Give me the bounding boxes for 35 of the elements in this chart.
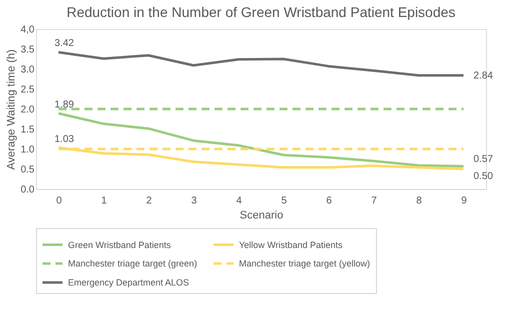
y-tick-label: 3.5 [20, 44, 35, 56]
data-label: 0.50 [474, 171, 494, 182]
legend-label: Green Wristband Patients [68, 240, 172, 250]
x-tick-label: 0 [56, 196, 62, 206]
legend-label: Manchester triage target (green) [68, 258, 198, 268]
line-series [57, 50, 465, 77]
data-label: 0.57 [474, 154, 494, 166]
y-tick-label: 1.0 [20, 144, 35, 156]
x-tick-label: 1 [101, 196, 108, 206]
y-tick-label: 0.5 [20, 164, 35, 176]
legend-label: Yellow Wristband Patients [239, 240, 344, 250]
y-tick-label: 2.0 [20, 104, 35, 116]
data-label: 3.42 [54, 38, 74, 50]
data-label: 1.89 [54, 99, 74, 110]
x-tick-label: 4 [236, 196, 242, 206]
x-tick-label: 2 [146, 196, 152, 206]
legend-label: Emergency Department ALOS [68, 278, 190, 288]
x-tick-label: 8 [416, 196, 422, 206]
x-tick-label: 7 [371, 196, 378, 206]
x-tick-label: 6 [326, 196, 332, 206]
chart-title: Reduction in the Number of Green Wristband Patient Episodes [66, 4, 456, 20]
y-tick-label: 1.5 [20, 124, 35, 136]
y-tick-label: 3.0 [20, 64, 35, 76]
y-tick-label: 0.0 [20, 184, 35, 196]
y-tick-label: 4,0 [20, 24, 35, 36]
data-label: 1.03 [54, 134, 74, 145]
x-axis-title: Scenario [240, 210, 284, 222]
y-tick-label: 2.5 [20, 84, 35, 96]
x-tick-label: 9 [461, 196, 468, 206]
x-tick-label: 3 [191, 196, 198, 206]
y-axis-title: Average Waiting time (h) [6, 49, 18, 170]
legend-label: Manchester triage target (yellow) [239, 258, 370, 268]
x-tick-label: 5 [281, 196, 288, 206]
data-label: 2.84 [474, 70, 494, 82]
line-series [57, 112, 465, 168]
